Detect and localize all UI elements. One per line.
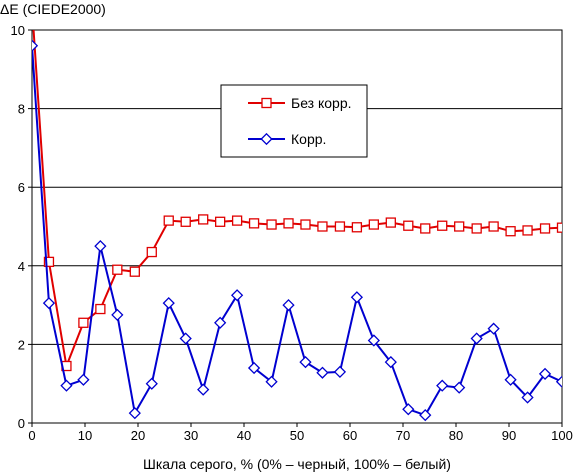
data-point — [128, 407, 141, 420]
x-tick-label: 10 — [78, 428, 92, 443]
data-point — [129, 266, 140, 277]
data-point — [94, 240, 107, 253]
series-layer — [32, 30, 562, 422]
data-point — [403, 220, 414, 231]
data-point — [163, 215, 174, 226]
legend-swatch-marker — [260, 132, 273, 146]
data-point — [299, 355, 312, 369]
x-tick-label: 0 — [28, 428, 35, 443]
data-point — [265, 375, 278, 388]
data-point — [230, 289, 244, 302]
data-point — [505, 226, 516, 237]
data-point — [214, 216, 226, 227]
legend: Без корр. Корр. — [220, 84, 368, 158]
data-point — [112, 264, 123, 275]
y-tick-label: 4 — [18, 259, 25, 274]
data-point — [95, 303, 106, 315]
data-point — [367, 334, 380, 347]
data-point — [385, 217, 396, 228]
data-point — [145, 377, 158, 390]
series-line — [32, 45, 562, 417]
data-point — [539, 223, 551, 234]
data-point — [214, 316, 227, 329]
data-point — [77, 373, 90, 386]
data-point — [266, 219, 277, 230]
data-point — [437, 220, 448, 231]
y-tick-label: 8 — [18, 102, 25, 117]
data-point — [43, 256, 55, 268]
legend-swatch-marker — [261, 97, 272, 109]
data-point — [351, 222, 363, 233]
data-point — [504, 373, 517, 386]
data-point — [402, 403, 415, 416]
x-tick-label: 100 — [551, 428, 573, 443]
data-point — [162, 297, 175, 310]
data-point — [198, 214, 209, 225]
data-point — [488, 221, 499, 232]
data-point — [42, 297, 56, 310]
x-tick-label: 80 — [449, 428, 463, 443]
legend-label: Без корр. — [291, 95, 352, 111]
data-point — [521, 391, 534, 404]
y-tick-label: 2 — [18, 337, 25, 352]
data-point — [300, 219, 311, 230]
data-point — [384, 355, 397, 369]
data-point — [78, 317, 89, 328]
x-tick-label: 90 — [502, 428, 516, 443]
data-point — [556, 222, 562, 233]
data-point — [179, 332, 192, 345]
x-axis-label: Шкала серого, % (0% – черный, 100% – бел… — [143, 456, 451, 472]
data-point — [453, 381, 466, 394]
data-point — [487, 322, 500, 335]
x-tick-label: 20 — [131, 428, 145, 443]
y-axis-label: ΔE (CIEDE2000) — [0, 1, 106, 17]
data-point — [420, 223, 431, 234]
data-point — [283, 218, 294, 229]
y-tick-label: 10 — [11, 23, 25, 38]
x-tick-label: 30 — [184, 428, 198, 443]
data-point — [317, 221, 328, 232]
x-tick-label: 70 — [396, 428, 410, 443]
data-point — [231, 215, 243, 226]
data-point — [32, 39, 39, 52]
data-point — [60, 379, 73, 392]
x-tick-label: 60 — [343, 428, 357, 443]
data-point — [436, 379, 449, 392]
data-point — [368, 219, 380, 230]
data-point — [247, 361, 261, 375]
data-point — [333, 365, 347, 379]
legend-box — [220, 84, 368, 158]
series-1 — [32, 30, 562, 372]
data-point — [180, 216, 191, 227]
data-point — [471, 223, 482, 234]
data-point — [248, 218, 260, 229]
data-point — [316, 366, 329, 379]
data-point — [197, 383, 210, 396]
x-tick-label: 50 — [290, 428, 304, 443]
data-point — [419, 409, 432, 422]
data-point — [111, 308, 124, 322]
y-tick-label: 6 — [18, 180, 25, 195]
y-tick-label: 0 — [18, 416, 25, 431]
data-point — [282, 298, 295, 312]
legend-label: Корр. — [291, 131, 326, 147]
data-point — [538, 367, 552, 380]
x-tick-label: 40 — [237, 428, 251, 443]
data-point — [454, 221, 465, 232]
data-point — [334, 221, 346, 232]
data-point — [522, 225, 533, 236]
data-point — [146, 246, 157, 258]
data-point — [555, 375, 562, 388]
data-point — [470, 332, 483, 345]
data-point — [350, 291, 364, 304]
series-2 — [32, 39, 562, 422]
